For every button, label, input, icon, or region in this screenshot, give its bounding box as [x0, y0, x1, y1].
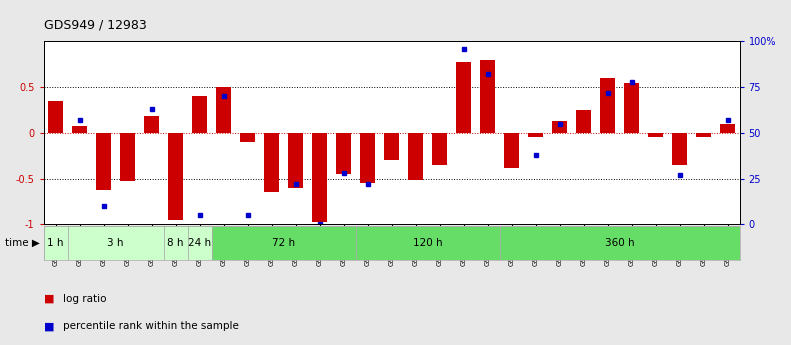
Bar	[72, 126, 87, 133]
Bar	[361, 133, 375, 183]
Bar	[67, 226, 164, 260]
Bar	[211, 226, 355, 260]
Text: percentile rank within the sample: percentile rank within the sample	[63, 321, 239, 331]
Bar	[577, 110, 591, 133]
Bar	[600, 78, 615, 133]
Bar	[672, 133, 687, 165]
Bar	[552, 121, 567, 133]
Bar	[649, 133, 663, 137]
Bar	[355, 226, 500, 260]
Text: log ratio: log ratio	[63, 294, 107, 304]
Bar	[164, 226, 187, 260]
Text: 8 h: 8 h	[167, 238, 184, 248]
Bar	[456, 61, 471, 133]
Text: time ▶: time ▶	[5, 238, 40, 248]
Text: 120 h: 120 h	[413, 238, 442, 248]
Text: 1 h: 1 h	[47, 238, 64, 248]
Bar	[624, 82, 639, 133]
Bar	[312, 133, 327, 223]
Bar	[336, 133, 350, 174]
Bar	[144, 116, 159, 133]
Bar	[505, 133, 519, 168]
Bar	[433, 133, 447, 165]
Bar	[528, 133, 543, 137]
Text: GDS949 / 12983: GDS949 / 12983	[44, 18, 146, 31]
Bar	[721, 124, 735, 133]
Bar	[289, 133, 303, 188]
Bar	[240, 133, 255, 142]
Bar	[384, 133, 399, 160]
Bar	[480, 60, 494, 133]
Bar	[48, 101, 62, 133]
Text: ■: ■	[44, 321, 54, 331]
Text: 24 h: 24 h	[188, 238, 211, 248]
Bar	[97, 133, 111, 189]
Text: 72 h: 72 h	[272, 238, 295, 248]
Bar	[44, 226, 67, 260]
Bar	[264, 133, 278, 192]
Text: 360 h: 360 h	[605, 238, 634, 248]
Text: 3 h: 3 h	[108, 238, 123, 248]
Bar	[192, 96, 206, 133]
Bar	[187, 226, 211, 260]
Bar	[408, 133, 422, 180]
Bar	[696, 133, 711, 137]
Bar	[168, 133, 183, 220]
Bar	[500, 226, 740, 260]
Bar	[216, 87, 231, 133]
Bar	[120, 133, 134, 181]
Text: ■: ■	[44, 294, 54, 304]
